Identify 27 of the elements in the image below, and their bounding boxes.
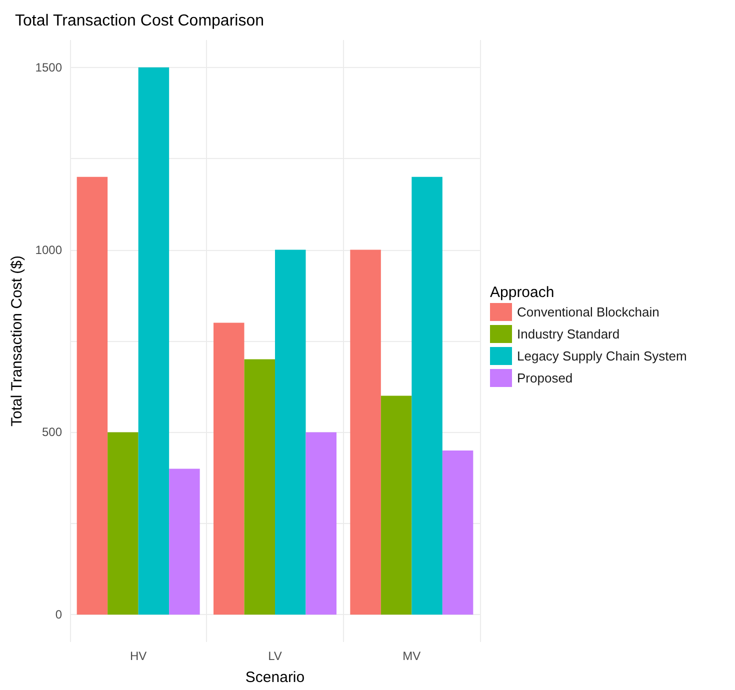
- legend-label: Legacy Supply Chain System: [517, 348, 687, 364]
- y-tick-label: 1500: [35, 60, 62, 74]
- x-tick-label: HV: [130, 649, 147, 663]
- bar: [244, 359, 275, 615]
- legend-title: Approach: [490, 284, 554, 301]
- bar: [275, 250, 306, 615]
- bar: [138, 67, 170, 615]
- bar: [108, 432, 138, 615]
- bar: [306, 432, 336, 615]
- legend-label: Industry Standard: [517, 326, 620, 342]
- bar: [214, 322, 244, 615]
- bar: [380, 396, 412, 615]
- bar: [412, 176, 442, 615]
- y-axis-title: Total Transaction Cost ($): [8, 256, 26, 426]
- legend-label: Proposed: [517, 370, 573, 386]
- y-tick-label: 0: [55, 608, 62, 622]
- x-tick-label: MV: [402, 649, 421, 663]
- x-tick-label: LV: [268, 649, 282, 663]
- bar: [76, 176, 108, 615]
- legend-label: Conventional Blockchain: [517, 304, 660, 320]
- x-axis-title: Scenario: [245, 669, 305, 686]
- bar: [350, 250, 381, 615]
- bar: [442, 450, 474, 615]
- y-tick-label: 500: [42, 425, 62, 440]
- chart-title: Total Transaction Cost Comparison: [15, 12, 264, 30]
- y-tick-label: 1000: [35, 242, 62, 257]
- bar: [169, 468, 200, 615]
